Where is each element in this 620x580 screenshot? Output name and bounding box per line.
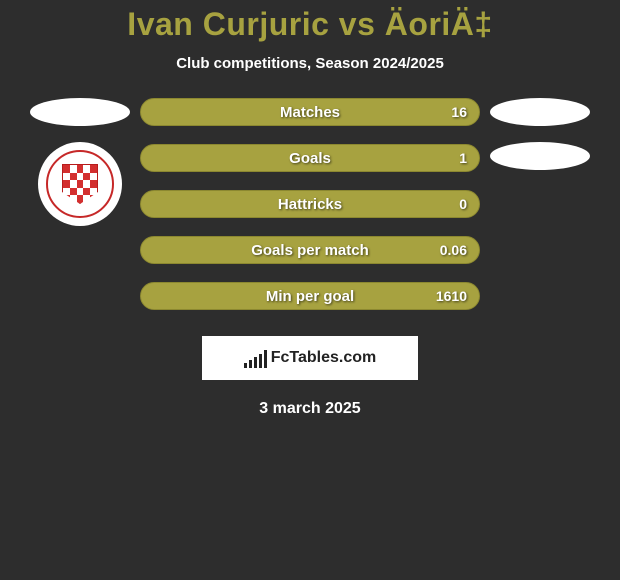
- stat-bar: Goals 1: [140, 144, 480, 172]
- croatia-checker-icon: [62, 164, 98, 204]
- club-badge-shield: [62, 164, 98, 204]
- stat-bar: Hattricks 0: [140, 190, 480, 218]
- stat-value: 0.06: [440, 242, 467, 258]
- club-badge-ring: [46, 150, 114, 218]
- stat-bar: Goals per match 0.06: [140, 236, 480, 264]
- stat-label: Goals: [289, 150, 331, 167]
- stat-label: Matches: [280, 104, 340, 121]
- fctables-logo-text: FcTables.com: [271, 349, 377, 367]
- bars-icon: [244, 348, 267, 368]
- right-player-oval-1: [490, 98, 590, 126]
- left-player-oval: [30, 98, 130, 126]
- stat-value: 0: [459, 196, 467, 212]
- page-title: Ivan Curjuric vs ÄoriÄ‡: [127, 6, 492, 43]
- right-column: [490, 98, 590, 170]
- club-badge: [38, 142, 122, 226]
- stat-label: Min per goal: [266, 288, 354, 305]
- main-row: Matches 16 Goals 1 Hattricks 0 Goals per match…: [0, 98, 620, 310]
- stat-label: Goals per match: [251, 242, 369, 259]
- stat-bar: Matches 16: [140, 98, 480, 126]
- stat-label: Hattricks: [278, 196, 342, 213]
- snapshot-date: 3 march 2025: [259, 400, 360, 418]
- stat-bar: Min per goal 1610: [140, 282, 480, 310]
- left-column: [30, 98, 130, 226]
- right-player-oval-2: [490, 142, 590, 170]
- stat-value: 16: [451, 104, 467, 120]
- stat-value: 1610: [436, 288, 467, 304]
- stats-bars: Matches 16 Goals 1 Hattricks 0 Goals per match…: [140, 98, 480, 310]
- season-subtitle: Club competitions, Season 2024/2025: [176, 55, 444, 72]
- fctables-logo[interactable]: FcTables.com: [202, 336, 418, 380]
- comparison-card: Ivan Curjuric vs ÄoriÄ‡ Club competition…: [0, 0, 620, 580]
- stat-value: 1: [459, 150, 467, 166]
